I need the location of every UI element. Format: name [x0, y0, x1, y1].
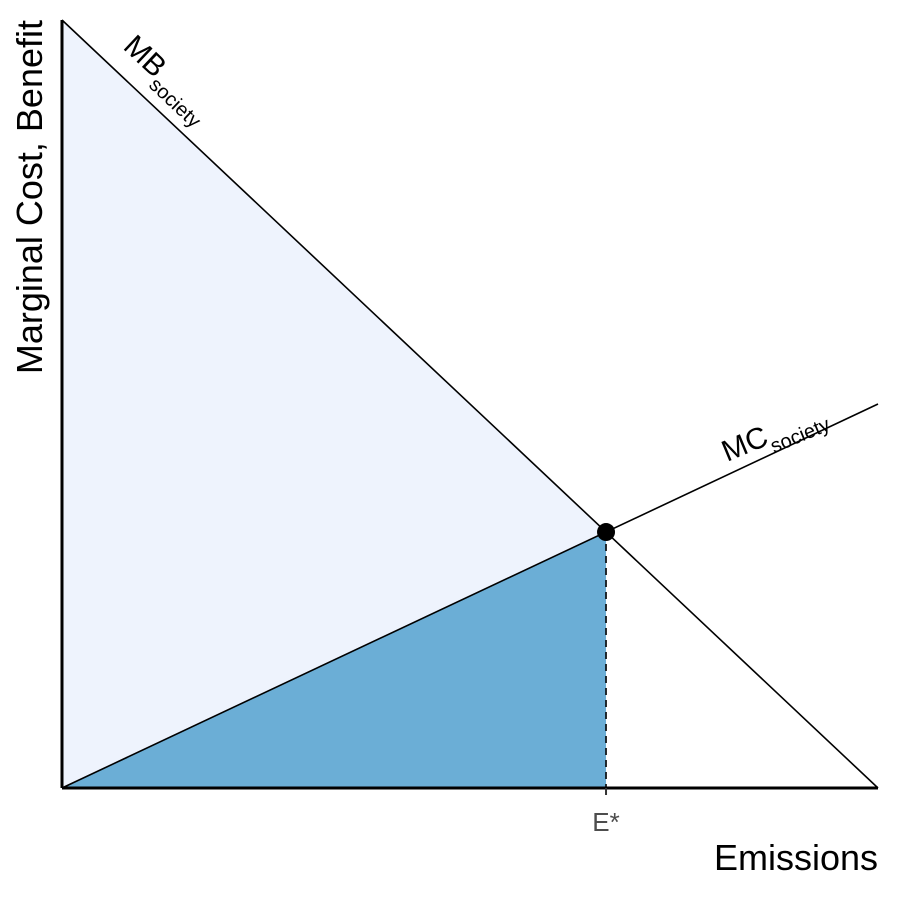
x-axis-title: Emissions	[714, 837, 878, 878]
mb-society-line	[61, 19, 879, 789]
mc-society-label-main: MC	[717, 420, 773, 468]
equilibrium-point	[597, 523, 616, 542]
y-axis-title: Marginal Cost, Benefit	[9, 20, 50, 374]
mc-society-label: MCsociety	[717, 396, 833, 476]
mb-society-label-main: MB	[117, 29, 172, 84]
mc-society-label-subscript: society	[767, 414, 833, 458]
x-tick-label-e-star: E*	[592, 807, 619, 837]
mc-society-line	[61, 403, 879, 789]
